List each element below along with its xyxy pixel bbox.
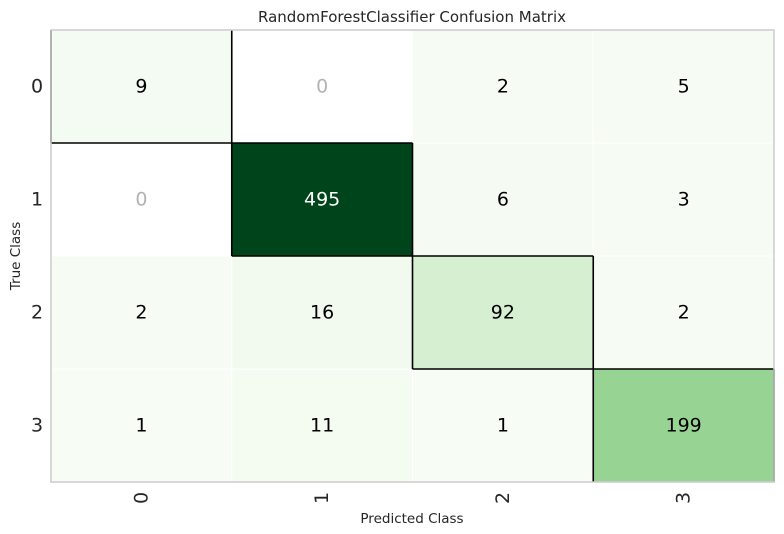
- y-tick-label-1: 1: [31, 189, 43, 211]
- heatmap-cell-r3-c2: [412, 368, 594, 483]
- heatmap-cell-r1-c3: [592, 142, 775, 257]
- cell-value-r0-c2: 2: [497, 76, 509, 98]
- x-tick-labels: 0 1 2 3: [130, 492, 694, 504]
- heatmap-cell-r0-c3: [592, 29, 775, 144]
- cell-value-r2-c0: 2: [135, 302, 147, 324]
- heatmap-cell-r0-c1: [231, 29, 413, 144]
- x-axis-label: Predicted Class: [360, 511, 463, 527]
- diagonal-outline-1: [230, 143, 414, 256]
- plot-frame: [50, 29, 775, 483]
- cell-value-r2-c3: 2: [678, 302, 690, 324]
- x-tick-label-0: 0: [130, 492, 152, 504]
- heatmap-cell-r0-c0: [50, 29, 233, 144]
- x-tick-label-3: 3: [673, 492, 695, 504]
- cell-value-r1-c2: 6: [497, 189, 509, 211]
- chart-title: RandomForestClassifier Confusion Matrix: [258, 8, 566, 26]
- y-tick-label-2: 2: [31, 302, 43, 324]
- cell-value-r3-c2: 1: [497, 415, 509, 437]
- heatmap-cell-r2-c1: [231, 255, 413, 370]
- y-axis-label: True Class: [8, 222, 24, 291]
- cell-value-r0-c0: 9: [135, 76, 147, 98]
- y-tick-labels: 0 1 2 3: [31, 76, 43, 437]
- heatmap-cell-r1-c0: [50, 142, 233, 257]
- cell-value-r2-c1: 16: [310, 302, 334, 324]
- y-tick-label-3: 3: [31, 415, 43, 437]
- cell-value-r3-c0: 1: [135, 415, 147, 437]
- heatmap-cell-r3-c1: [231, 368, 413, 483]
- cell-value-r0-c1: 0: [316, 76, 328, 98]
- diagonal-outline-2: [411, 256, 595, 369]
- y-tick-label-0: 0: [31, 76, 43, 98]
- cell-value-r0-c3: 5: [678, 76, 690, 98]
- x-tick-label-2: 2: [492, 492, 514, 504]
- heatmap-cell-r2-c3: [592, 255, 775, 370]
- cell-value-r3-c1: 11: [310, 415, 334, 437]
- cell-value-r1-c0: 0: [135, 189, 147, 211]
- cell-value-r1-c1: 495: [304, 189, 340, 211]
- cell-value-r2-c2: 92: [491, 302, 515, 324]
- heatmap-cell-r3-c0: [50, 368, 233, 483]
- heatmap-cell-labels: 9 0 2 50 495 6 32 16 92 21 11 1 199: [135, 76, 701, 437]
- cell-value-r1-c3: 3: [678, 189, 690, 211]
- x-tick-label-1: 1: [311, 492, 333, 504]
- heatmap-cells: [50, 29, 775, 483]
- heatmap-cell-r1-c1: [231, 142, 413, 257]
- cell-value-r3-c3: 199: [665, 415, 701, 437]
